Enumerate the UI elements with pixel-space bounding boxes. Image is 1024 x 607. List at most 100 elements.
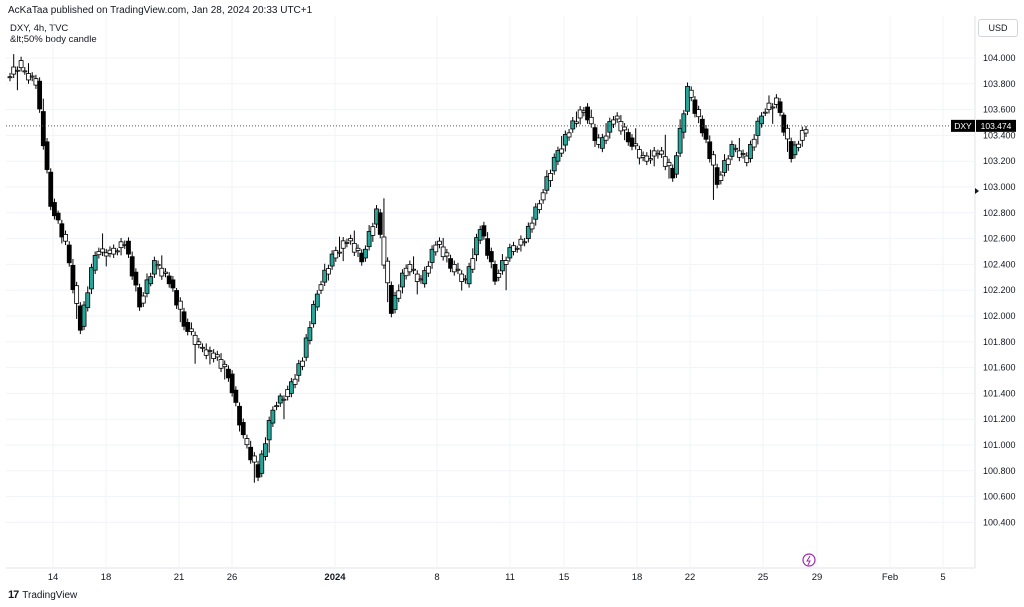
candle-body[interactable] bbox=[688, 89, 694, 98]
candle-body[interactable] bbox=[488, 251, 494, 263]
candle-body[interactable] bbox=[455, 268, 461, 271]
candle-body[interactable] bbox=[148, 276, 154, 285]
candle-body[interactable] bbox=[363, 248, 368, 259]
candle-body[interactable] bbox=[329, 253, 335, 267]
candle-body[interactable] bbox=[507, 247, 513, 259]
candle-body[interactable] bbox=[666, 162, 672, 167]
candle-body[interactable] bbox=[725, 158, 731, 165]
candle-body[interactable] bbox=[466, 266, 472, 285]
candle-body[interactable] bbox=[37, 80, 43, 110]
candle-body[interactable] bbox=[744, 155, 750, 163]
candle-body[interactable] bbox=[451, 263, 457, 273]
candle-body[interactable] bbox=[300, 360, 305, 367]
candle-body[interactable] bbox=[48, 171, 54, 207]
candle-body[interactable] bbox=[407, 263, 413, 273]
candle-body[interactable] bbox=[588, 116, 594, 125]
candle-body[interactable] bbox=[233, 389, 239, 403]
candle-body[interactable] bbox=[759, 115, 764, 125]
candle-body[interactable] bbox=[163, 271, 168, 274]
candle-body[interactable] bbox=[333, 250, 339, 259]
candle-body[interactable] bbox=[781, 114, 787, 133]
candle-body[interactable] bbox=[577, 109, 583, 119]
candle-body[interactable] bbox=[574, 121, 579, 124]
candle-body[interactable] bbox=[266, 420, 272, 441]
candle-body[interactable] bbox=[733, 147, 739, 150]
candle-body[interactable] bbox=[55, 212, 61, 221]
candle-body[interactable] bbox=[296, 363, 302, 376]
candle-body[interactable] bbox=[540, 192, 546, 201]
candle-body[interactable] bbox=[340, 240, 346, 249]
candle-body[interactable] bbox=[100, 248, 105, 253]
candle-body[interactable] bbox=[522, 241, 528, 244]
candle-body[interactable] bbox=[607, 121, 613, 133]
candle-body[interactable] bbox=[636, 149, 642, 159]
candle-body[interactable] bbox=[189, 328, 194, 332]
currency-button[interactable]: USD bbox=[978, 19, 1018, 37]
candle-body[interactable] bbox=[311, 303, 316, 325]
candle-body[interactable] bbox=[448, 258, 453, 269]
candle-body[interactable] bbox=[170, 279, 176, 289]
candle-body[interactable] bbox=[544, 176, 550, 191]
candle-body[interactable] bbox=[270, 409, 276, 424]
candle-body[interactable] bbox=[248, 446, 254, 461]
candle-body[interactable] bbox=[259, 453, 265, 474]
candle-body[interactable] bbox=[337, 251, 342, 254]
candle-body[interactable] bbox=[29, 75, 35, 78]
candle-body[interactable] bbox=[392, 295, 398, 310]
candle-body[interactable] bbox=[773, 97, 779, 105]
candle-body[interactable] bbox=[703, 128, 709, 140]
candle-body[interactable] bbox=[22, 70, 28, 73]
candle-body[interactable] bbox=[381, 236, 387, 266]
candle-body[interactable] bbox=[281, 398, 287, 401]
candle-body[interactable] bbox=[348, 238, 354, 242]
candle-body[interactable] bbox=[729, 144, 735, 157]
candle-body[interactable] bbox=[126, 240, 131, 255]
candle-body[interactable] bbox=[7, 76, 13, 79]
legend-symbol[interactable]: DXY, 4h, TVC bbox=[10, 23, 69, 34]
candle-body[interactable] bbox=[500, 260, 505, 272]
candle-body[interactable] bbox=[496, 273, 502, 278]
candle-body[interactable] bbox=[440, 246, 446, 258]
candle-body[interactable] bbox=[551, 156, 557, 172]
candle-body[interactable] bbox=[622, 126, 627, 131]
candle-body[interactable] bbox=[696, 109, 702, 118]
candle-body[interactable] bbox=[140, 295, 146, 304]
candle-body[interactable] bbox=[762, 111, 768, 114]
candle-body[interactable] bbox=[485, 238, 491, 256]
candle-body[interactable] bbox=[185, 322, 191, 332]
candle-body[interactable] bbox=[370, 226, 376, 236]
candle-body[interactable] bbox=[89, 267, 94, 290]
candle-body[interactable] bbox=[96, 251, 102, 256]
candle-body[interactable] bbox=[396, 290, 402, 299]
candle-body[interactable] bbox=[181, 311, 187, 327]
candle-body[interactable] bbox=[400, 272, 405, 288]
candle-body[interactable] bbox=[481, 225, 487, 237]
candle-body[interactable] bbox=[174, 290, 180, 306]
candle-body[interactable] bbox=[611, 119, 616, 125]
candle-body[interactable] bbox=[114, 250, 120, 253]
candle-body[interactable] bbox=[15, 69, 20, 72]
candle-body[interactable] bbox=[562, 134, 568, 146]
candle-body[interactable] bbox=[422, 270, 428, 285]
candle-body[interactable] bbox=[444, 252, 450, 257]
candle-body[interactable] bbox=[659, 150, 665, 155]
candle-body[interactable] bbox=[355, 247, 361, 251]
candle-body[interactable] bbox=[229, 373, 235, 394]
candle-body[interactable] bbox=[103, 252, 109, 257]
candle-body[interactable] bbox=[603, 135, 609, 141]
candle-body[interactable] bbox=[722, 160, 727, 173]
candle-body[interactable] bbox=[251, 455, 257, 463]
candle-body[interactable] bbox=[470, 258, 476, 270]
candle-body[interactable] bbox=[537, 203, 542, 210]
candle-body[interactable] bbox=[203, 349, 209, 356]
candle-body[interactable] bbox=[692, 99, 698, 114]
candle-body[interactable] bbox=[59, 223, 65, 238]
candle-body[interactable] bbox=[555, 150, 561, 162]
candle-body[interactable] bbox=[633, 143, 639, 147]
candle-body[interactable] bbox=[303, 337, 309, 358]
candle-body[interactable] bbox=[307, 327, 313, 341]
candle-body[interactable] bbox=[548, 173, 553, 181]
candle-body[interactable] bbox=[196, 341, 202, 345]
candle-body[interactable] bbox=[792, 144, 798, 156]
candle-body[interactable] bbox=[200, 346, 205, 349]
